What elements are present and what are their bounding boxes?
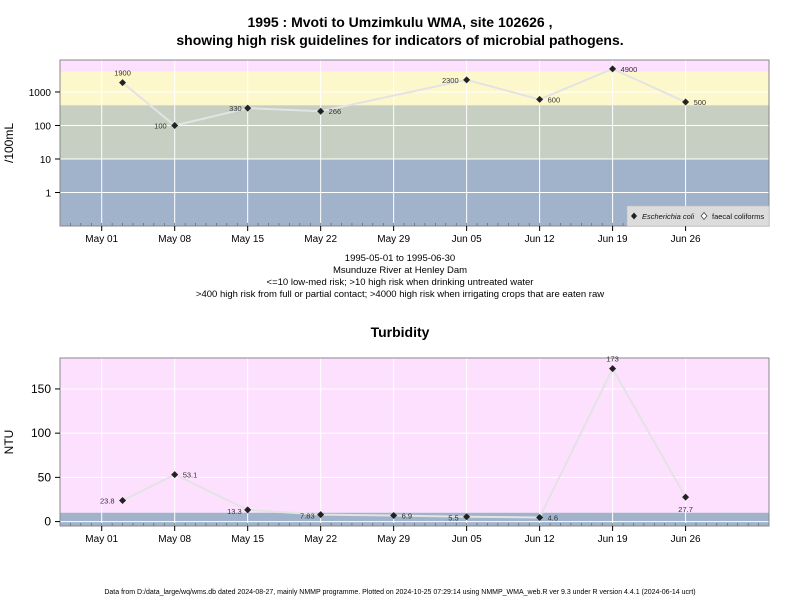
y-tick-label: 100 [31,426,51,440]
risk-band-blue [60,512,769,526]
x-tick-label: Jun 26 [671,234,701,245]
legend-box [626,205,770,227]
data-label: 2300 [442,76,459,85]
x-tick-label: Jun 12 [525,534,555,545]
risk-band-pink [60,358,769,513]
legend-label-ecoli: Escherichia coli [642,212,694,221]
caption-site: Msunduze River at Henley Dam [332,265,468,276]
caption-guideline-contact: >400 high risk from full or partial cont… [195,289,605,300]
ecoli-panel-frame [59,59,770,227]
turbidity-title: Turbidity [370,324,430,340]
data-point [119,79,127,87]
data-label: 4.6 [548,514,558,523]
y-tick-label: 100 [34,121,51,132]
x-tick-label: May 15 [231,534,264,545]
y-tick-label: 10 [40,155,52,166]
data-label: 23.8 [100,497,115,506]
y-tick-label: 1 [45,188,51,199]
y-tick-label: 1000 [29,88,52,99]
y-tick-label: 150 [31,382,51,396]
x-tick-label: Jun 12 [525,234,555,245]
data-point [536,514,544,522]
data-label: 1900 [114,69,131,78]
legend-marker-ecoli [631,212,637,220]
x-tick-label: May 29 [377,534,410,545]
turbidity-panel-frame [59,357,770,527]
data-label: 500 [694,98,707,107]
caption-date-range: 1995-05-01 to 1995-06-30 [344,253,456,264]
data-label: 7.83 [300,512,315,521]
chart-title-line2: showing high risk guidelines for indicat… [176,32,624,48]
data-label: 6.9 [402,511,412,520]
legend-label-faecal: faecal coliforms [712,212,764,221]
y-tick-label: 50 [38,470,52,484]
x-tick-label: Jun 05 [452,234,482,245]
data-label: 330 [229,104,242,113]
data-label: 13.3 [227,507,242,516]
y-axis-label: /100mL [2,123,16,163]
data-point [244,506,252,514]
data-label: 100 [154,121,167,130]
x-tick-label: May 08 [158,534,191,545]
x-tick-label: Jun 19 [598,534,628,545]
data-point [682,493,690,501]
x-tick-label: May 15 [231,234,264,245]
risk-band-pink [60,60,769,72]
x-tick-label: Jun 26 [671,534,701,545]
data-point [463,513,471,521]
data-point [536,95,544,103]
data-label: 27.7 [678,505,693,514]
risk-band-yellow [60,71,769,106]
x-tick-label: May 22 [304,234,337,245]
footer-note: Data from D:/data_large/wq/wms.db dated … [104,589,696,596]
series-line [121,67,687,127]
x-tick-label: May 01 [85,234,118,245]
data-label: 173 [606,355,619,364]
chart-title-line1: 1995 : Mvoti to Umzimkulu WMA, site 1026… [247,14,553,30]
data-point [609,65,617,73]
data-point [119,497,127,505]
x-tick-label: Jun 05 [452,534,482,545]
x-tick-label: May 08 [158,234,191,245]
x-tick-label: May 01 [85,534,118,545]
data-label: 53.1 [183,471,198,480]
data-label: 5.5 [448,514,458,523]
data-point [682,98,690,106]
data-point [609,365,617,373]
x-tick-label: May 22 [304,534,337,545]
data-label: 266 [329,107,342,116]
caption-guideline-drinking: <=10 low-med risk; >10 high risk when dr… [266,277,534,288]
data-point [463,76,471,84]
risk-band-green [60,105,769,159]
x-tick-label: Jun 19 [598,234,628,245]
data-point [171,121,179,129]
x-tick-label: May 29 [377,234,410,245]
data-point [317,511,325,519]
data-point [244,104,252,112]
data-label: 600 [548,95,561,104]
data-point [317,107,325,115]
data-label: 4900 [621,65,638,74]
legend-marker-faecal [700,211,708,221]
y-axis-label: NTU [2,430,16,455]
data-point [171,471,179,479]
y-tick-label: 0 [44,515,51,529]
data-point [390,511,398,519]
